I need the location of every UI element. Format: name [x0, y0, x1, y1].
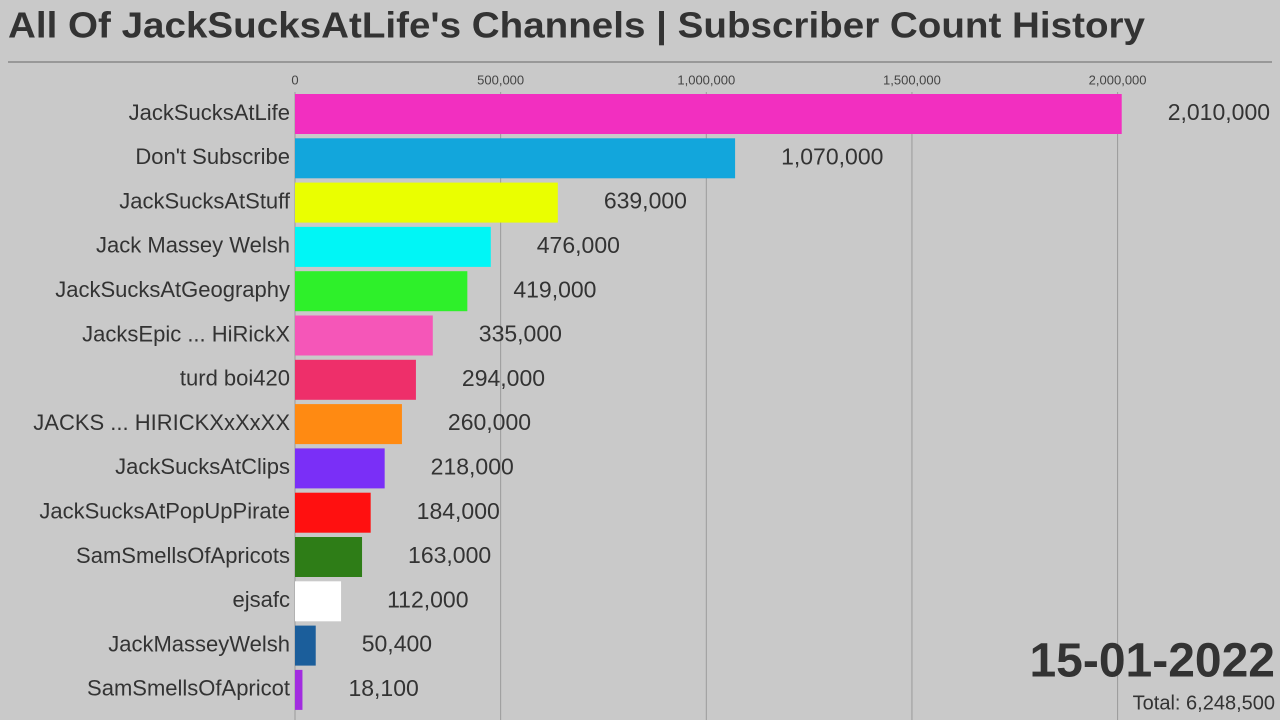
- value-label: 260,000: [448, 409, 531, 435]
- category-label: JackSucksAtLife: [129, 100, 290, 125]
- value-label: 50,400: [362, 631, 432, 657]
- x-tick-label: 0: [291, 72, 298, 87]
- bar: [295, 138, 736, 179]
- bar: [295, 448, 385, 489]
- value-label: 18,100: [348, 675, 418, 701]
- value-label: 639,000: [604, 188, 687, 214]
- value-label: 184,000: [417, 498, 500, 524]
- bar: [295, 359, 416, 400]
- category-label: Don't Subscribe: [135, 144, 290, 169]
- value-label: 419,000: [513, 276, 596, 302]
- chart-title: All Of JackSucksAtLife's Channels | Subs…: [8, 5, 1145, 47]
- category-label: Jack Massey Welsh: [96, 233, 290, 258]
- bar: [295, 669, 303, 710]
- value-label: 1,070,000: [781, 143, 883, 169]
- x-tick-label: 1,000,000: [677, 72, 735, 87]
- value-label: 335,000: [479, 321, 562, 347]
- total-label: Total: 6,248,500: [1133, 692, 1275, 714]
- category-label: SamSmellsOfApricot: [87, 676, 290, 701]
- x-tick-label: 500,000: [477, 72, 524, 87]
- x-tick-label: 1,500,000: [883, 72, 941, 87]
- value-label: 294,000: [462, 365, 545, 391]
- bar: [295, 581, 342, 622]
- bar: [295, 537, 363, 577]
- bar: [295, 315, 433, 356]
- bars: JackSucksAtLife 2,010,000 Don't Subscribe 1…: [33, 94, 1270, 710]
- value-label: 476,000: [537, 232, 620, 258]
- bar: [295, 182, 558, 223]
- category-label: JackSucksAtClips: [115, 454, 290, 479]
- category-label: JackSucksAtStuff: [119, 188, 291, 213]
- bar: [295, 94, 1122, 134]
- bar: [295, 271, 468, 312]
- category-label: SamSmellsOfApricots: [76, 543, 290, 568]
- value-label: 163,000: [408, 542, 491, 568]
- category-label: JACKS ... HIRICKXxXxXX: [33, 410, 290, 435]
- x-tick-label: 2,000,000: [1089, 72, 1147, 87]
- category-label: JackSucksAtPopUpPirate: [39, 499, 290, 524]
- category-label: ejsafc: [233, 587, 290, 612]
- category-label: JackMasseyWelsh: [108, 631, 290, 656]
- bar: [295, 625, 316, 666]
- value-label: 2,010,000: [1168, 99, 1270, 125]
- category-label: turd boi420: [180, 366, 290, 391]
- value-label: 112,000: [387, 586, 468, 612]
- bar: [295, 404, 402, 445]
- bar: [295, 492, 371, 533]
- bar: [295, 226, 491, 267]
- value-label: 218,000: [431, 453, 514, 479]
- category-label: JacksEpic ... HiRickX: [82, 321, 290, 346]
- category-label: JackSucksAtGeography: [55, 277, 290, 302]
- date-label: 15-01-2022: [1029, 635, 1275, 688]
